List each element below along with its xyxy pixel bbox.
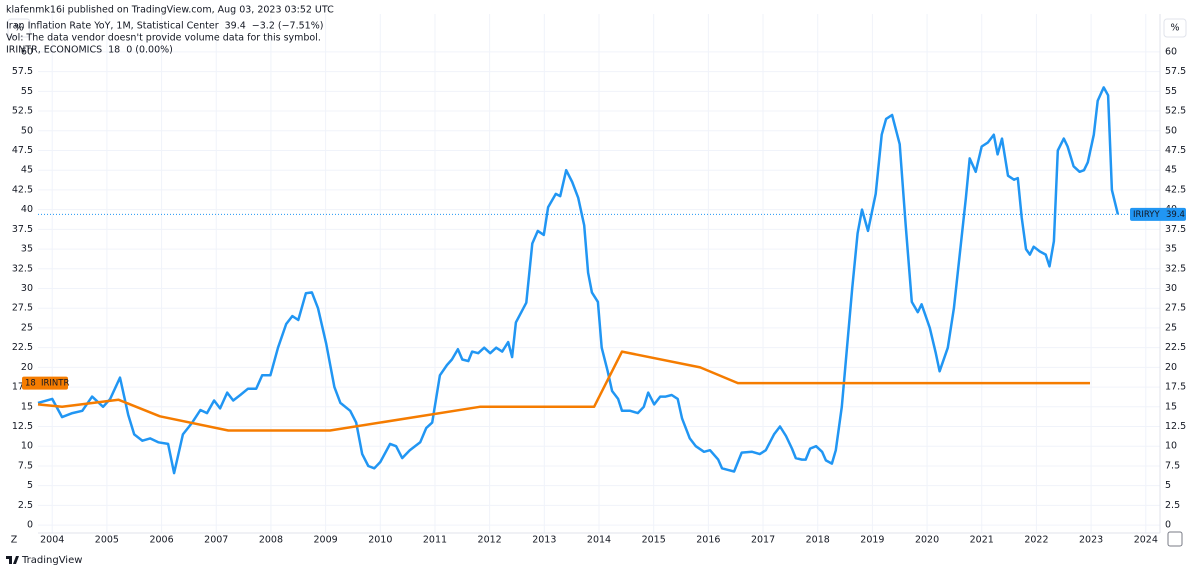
y-tick-label-left: 20 [21, 362, 33, 373]
published-line: klafenmk16i published on TradingView.com… [6, 5, 334, 16]
y-tick-label-left: 40 [21, 204, 33, 215]
x-tick-label: 2018 [806, 535, 830, 546]
y-tick-label-left: 35 [21, 244, 33, 255]
price-tag-right: IRIRYY 39.4 [1130, 207, 1186, 221]
x-tick-label: 2007 [204, 535, 228, 546]
y-tick-label-right: 45 [1165, 165, 1177, 176]
x-tick-label: 2005 [95, 535, 119, 546]
footer-logo [6, 556, 19, 564]
y-tick-label-right: 10 [1165, 441, 1177, 452]
y-tick-label-right: 30 [1165, 283, 1177, 294]
x-tick-label: 2008 [259, 535, 283, 546]
y-tick-label-right: 32.5 [1165, 263, 1186, 274]
x-tick-label: 2010 [368, 535, 392, 546]
series-line [37, 86, 1120, 475]
y-tick-label-right: 50 [1165, 125, 1177, 136]
y-tick-label-left: 22.5 [12, 342, 33, 353]
legend-second-change: 0 (0.00%) [126, 45, 173, 56]
logo-icon [6, 556, 19, 564]
y-tick-label-left: 57.5 [12, 66, 33, 77]
y-tick-label-left: 10 [21, 441, 33, 452]
legend-title: Iran Inflation Rate YoY, 1M, Statistical… [6, 21, 219, 32]
x-tick-label: 2011 [423, 535, 447, 546]
footer-text: TradingView [21, 555, 82, 566]
y-tick-label-right: 25 [1165, 322, 1177, 333]
y-tick-label-left: 27.5 [12, 303, 33, 314]
zoom-button[interactable] [5, 532, 23, 548]
unit-left[interactable]: % [14, 23, 23, 34]
y-tick-label-right: 57.5 [1165, 66, 1186, 77]
unit-button-left[interactable] [7, 18, 31, 38]
x-tick-label: 2006 [149, 535, 173, 546]
price-tag-value: 39.4 [1166, 210, 1185, 220]
y-tick-label-left: 47.5 [12, 145, 33, 156]
legend-change: −3.2 (−7.51%) [252, 21, 324, 32]
zoom-label[interactable]: Z [11, 535, 18, 546]
y-tick-label-left: 15 [21, 401, 33, 412]
series-line [37, 350, 1090, 432]
unit-button-right[interactable] [1163, 18, 1187, 38]
price-tag-bg [1130, 207, 1186, 221]
y-tick-label-right: 0 [1165, 520, 1171, 531]
x-tick-label: 2017 [751, 535, 775, 546]
y-tick-label-right: 17.5 [1165, 382, 1186, 393]
x-tick-label: 2019 [860, 535, 884, 546]
y-tick-label-right: 42.5 [1165, 184, 1186, 195]
y-tick-label-left: 37.5 [12, 224, 33, 235]
y-tick-label-right: 35 [1165, 244, 1177, 255]
y-tick-label-left: 52.5 [12, 106, 33, 117]
price-tag-name: IRINTR [41, 379, 69, 389]
y-tick-label-left: 50 [21, 125, 33, 136]
y-tick-label-right: 22.5 [1165, 342, 1186, 353]
y-tick-label-right: 47.5 [1165, 145, 1186, 156]
x-tick-label: 2022 [1024, 535, 1048, 546]
y-tick-label-right: 52.5 [1165, 106, 1186, 117]
volume-note: Vol: The data vendor doesn't provide vol… [6, 33, 321, 44]
legend-second-title: IRINTR, ECONOMICS [6, 45, 102, 56]
x-tick-label: 2023 [1079, 535, 1103, 546]
y-tick-label-left: 0 [27, 520, 33, 531]
y-tick-label-right: 27.5 [1165, 303, 1186, 314]
y-tick-label-right: 2.5 [1165, 500, 1180, 511]
y-tick-label-right: 60 [1165, 46, 1177, 57]
y-tick-label-right: 37.5 [1165, 224, 1186, 235]
y-tick-label-right: 15 [1165, 401, 1177, 412]
x-tick-label: 2009 [314, 535, 338, 546]
y-tick-label-right: 5 [1165, 480, 1171, 491]
y-tick-label-left: 42.5 [12, 184, 33, 195]
y-tick-label-left: 30 [21, 283, 33, 294]
y-tick-label-right: 12.5 [1165, 421, 1186, 432]
price-tag-value: 18 [25, 379, 36, 389]
y-tick-label-left: 60 [21, 46, 33, 57]
x-tick-label: 2013 [532, 535, 556, 546]
y-tick-label-left: 25 [21, 322, 33, 333]
y-tick-label-left: 55 [21, 86, 33, 97]
y-tick-label-left: 5 [27, 480, 33, 491]
x-tick-label: 2021 [970, 535, 994, 546]
price-tag-name: IRIRYY [1133, 210, 1160, 220]
x-tick-label: 2024 [1134, 535, 1158, 546]
y-tick-label-left: 32.5 [12, 263, 33, 274]
legend-last-value: 39.4 [225, 21, 246, 32]
x-tick-label: 2014 [587, 535, 611, 546]
y-tick-label-left: 12.5 [12, 421, 33, 432]
unit-right[interactable]: % [1170, 23, 1179, 34]
price-tag-bg [22, 376, 68, 390]
y-tick-label-right: 55 [1165, 86, 1177, 97]
x-tick-label: 2015 [642, 535, 666, 546]
y-tick-label-right: 20 [1165, 362, 1177, 373]
y-tick-label-right: 7.5 [1165, 460, 1180, 471]
x-tick-label: 2012 [478, 535, 502, 546]
x-tick-label: 2004 [40, 535, 64, 546]
y-tick-label-left: 2.5 [18, 500, 33, 511]
y-tick-label-left: 7.5 [18, 460, 33, 471]
price-tag-left: 18 IRINTR [22, 376, 69, 390]
x-tick-label: 2016 [696, 535, 720, 546]
y-tick-label-left: 45 [21, 165, 33, 176]
settings-icon[interactable] [1167, 531, 1183, 547]
x-tick-label: 2020 [915, 535, 939, 546]
legend-second-value: 18 [108, 45, 120, 56]
